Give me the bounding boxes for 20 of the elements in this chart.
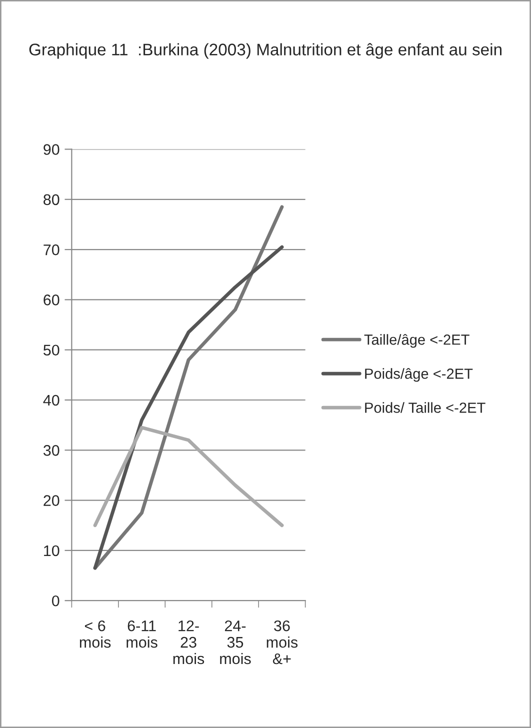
x-tick-label: 24- 35 mois bbox=[220, 620, 251, 664]
legend-label: Poids/âge <-2ET bbox=[365, 368, 473, 382]
y-tick-label: 30 bbox=[43, 445, 60, 456]
legend-label: Taille/âge <-2ET bbox=[364, 334, 470, 348]
y-tick-label: 90 bbox=[44, 144, 60, 155]
x-tick-label: 36 mois &+ bbox=[266, 620, 298, 664]
y-tick-label: 0 bbox=[52, 595, 60, 606]
y-tick-label: 10 bbox=[44, 545, 60, 556]
y-tick-label: 80 bbox=[44, 194, 60, 206]
x-tick-label: 12- 23 mois bbox=[173, 620, 204, 664]
y-tick-label: 60 bbox=[44, 294, 60, 306]
chart-title: Graphique 11 :Burkina (2003) Malnutrition et âge enfant au sein bbox=[29, 43, 502, 59]
line-series bbox=[93, 426, 284, 528]
y-tick-label: 20 bbox=[44, 495, 60, 506]
x-tick-label: 6-11 mois bbox=[126, 620, 158, 648]
y-tick-label: 40 bbox=[43, 394, 60, 406]
x-tick-label: < 6 mois bbox=[80, 620, 111, 648]
y-tick-label: 70 bbox=[44, 244, 60, 256]
y-tick-label: 50 bbox=[44, 344, 60, 356]
legend-label: Poids/ Taille <-2ET bbox=[365, 402, 486, 413]
